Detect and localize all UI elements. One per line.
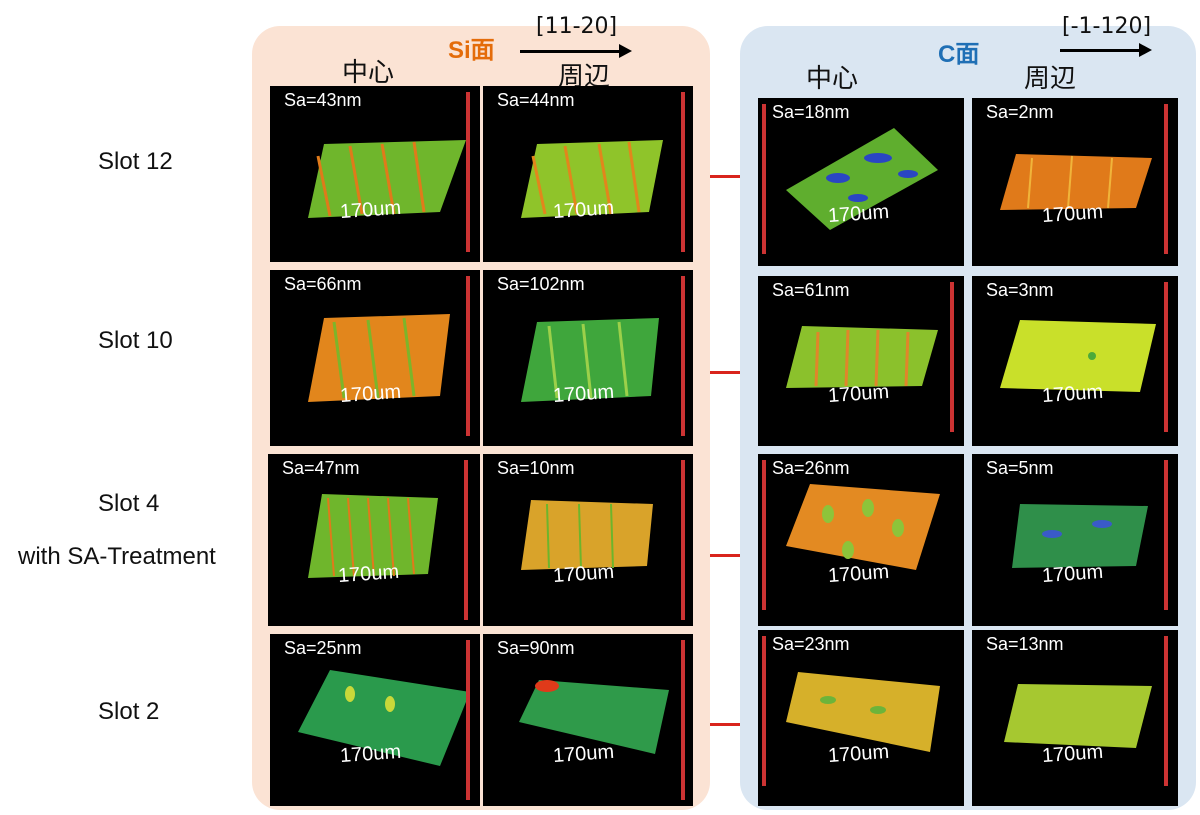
c-direction-arrow-icon (1060, 43, 1152, 57)
scan-size-label: 170um (1041, 740, 1104, 768)
surface-map-tile: Sa=43nm 170um (270, 86, 480, 262)
scan-size-label: 170um (552, 196, 615, 224)
surface-map-tile: Sa=3nm 170um (972, 276, 1178, 446)
scan-size-label: 170um (1041, 200, 1104, 228)
row-connector (710, 175, 740, 178)
surface-map-tile: Sa=90nm 170um (483, 634, 693, 806)
scan-size-label: 170um (827, 380, 890, 408)
sa-value: Sa=23nm (772, 634, 850, 654)
surface-map-tile: Sa=18nm 170um (758, 98, 964, 266)
sa-value: Sa=66nm (284, 274, 362, 294)
surface-map-tile: Sa=23nm 170um (758, 630, 964, 806)
surface-map-tile: Sa=44nm 170um (483, 86, 693, 262)
si-col-center: 中心 (342, 58, 395, 88)
sa-value: Sa=10nm (497, 458, 575, 478)
sa-value: Sa=3nm (986, 280, 1054, 300)
sa-value: Sa=102nm (497, 274, 585, 294)
row-sublabel-sa-treatment: with SA-Treatment (18, 543, 216, 570)
sa-value: Sa=47nm (282, 458, 360, 478)
surface-map-tile: Sa=10nm 170um (483, 454, 693, 626)
scan-size-label: 170um (339, 380, 402, 408)
row-connector (710, 554, 740, 557)
si-direction-label: [11-20] (536, 14, 618, 39)
si-direction-arrow-icon (520, 44, 632, 58)
sa-value: Sa=43nm (284, 90, 362, 110)
scan-size-label: 170um (337, 560, 400, 588)
sa-value: Sa=90nm (497, 638, 575, 658)
surface-map-tile: Sa=2nm 170um (972, 98, 1178, 266)
row-label-slot-10: Slot 10 (98, 327, 173, 354)
row-label-slot-4: Slot 4 (98, 490, 160, 517)
sa-value: Sa=44nm (497, 90, 575, 110)
row-connector (710, 723, 740, 726)
scan-size-label: 170um (339, 740, 402, 768)
row-connector (710, 371, 740, 374)
surface-map-tile: Sa=66nm 170um (270, 270, 480, 446)
scan-size-label: 170um (827, 740, 890, 768)
row-label-slot-2: Slot 2 (98, 698, 160, 725)
row-label-slot-12: Slot 12 (98, 148, 173, 175)
sa-value: Sa=61nm (772, 280, 850, 300)
sa-value: Sa=2nm (986, 102, 1054, 122)
sa-value: Sa=25nm (284, 638, 362, 658)
surface-map-tile: Sa=25nm 170um (270, 634, 480, 806)
surface-map-tile: Sa=5nm 170um (972, 454, 1178, 626)
scan-size-label: 170um (1041, 380, 1104, 408)
scan-size-label: 170um (552, 560, 615, 588)
scan-size-label: 170um (827, 200, 890, 228)
scan-size-label: 170um (339, 196, 402, 224)
scan-size-label: 170um (1041, 560, 1104, 588)
surface-map-tile: Sa=13nm 170um (972, 630, 1178, 806)
c-direction-label: [-1-120] (1062, 14, 1152, 39)
scan-size-label: 170um (827, 560, 890, 588)
surface-map-tile: Sa=61nm 170um (758, 276, 964, 446)
surface-map-tile: Sa=26nm 170um (758, 454, 964, 626)
sa-value: Sa=18nm (772, 102, 850, 122)
scan-size-label: 170um (552, 380, 615, 408)
sa-value: Sa=5nm (986, 458, 1054, 478)
sa-value: Sa=13nm (986, 634, 1064, 654)
scan-size-label: 170um (552, 740, 615, 768)
c-col-center: 中心 (806, 64, 859, 94)
surface-map-tile: Sa=47nm 170um (268, 454, 480, 626)
si-face-title: Si面 (448, 37, 495, 64)
c-face-title: C面 (938, 41, 980, 68)
sa-value: Sa=26nm (772, 458, 850, 478)
surface-map-tile: Sa=102nm 170um (483, 270, 693, 446)
c-col-edge: 周辺 (1024, 64, 1077, 94)
